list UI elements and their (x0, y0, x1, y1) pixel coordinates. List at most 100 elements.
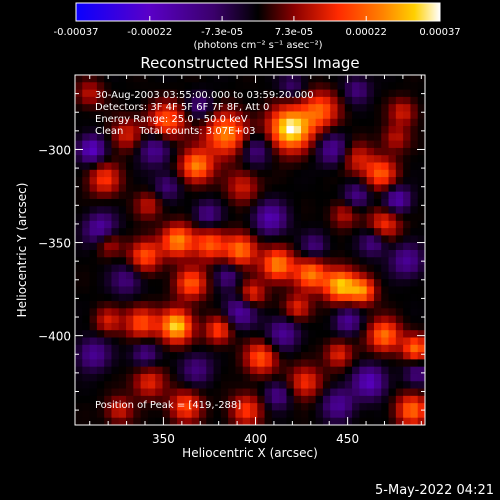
heatmap-pixel (126, 206, 134, 214)
heatmap-pixel (104, 191, 112, 200)
heatmap-pixel (104, 322, 112, 331)
heatmap-pixel (177, 111, 185, 120)
heatmap-pixel (301, 315, 309, 324)
heatmap-pixel (162, 133, 171, 142)
heatmap-pixel (75, 191, 83, 200)
heatmap-pixel (286, 250, 295, 258)
heatmap-pixel (337, 111, 346, 120)
heatmap-pixel (242, 417, 251, 426)
heatmap-pixel (250, 352, 258, 360)
heatmap-pixel (155, 147, 163, 156)
heatmap-pixel (410, 264, 419, 273)
heatmap-pixel (322, 344, 331, 353)
heatmap-pixel (89, 366, 98, 375)
heatmap-pixel (162, 322, 171, 331)
heatmap-pixel (264, 118, 273, 127)
heatmap-pixel (330, 250, 338, 258)
heatmap-pixel (279, 250, 287, 258)
heatmap-pixel (169, 250, 178, 258)
heatmap-pixel (242, 373, 251, 382)
heatmap-pixel (410, 206, 419, 214)
heatmap-pixel (344, 250, 353, 258)
heatmap-pixel (322, 147, 331, 156)
heatmap-pixel (169, 235, 178, 244)
heatmap-pixel (191, 293, 200, 302)
heatmap-pixel (373, 257, 382, 265)
heatmap-pixel (352, 133, 360, 142)
heatmap-pixel (147, 126, 156, 134)
heatmap-pixel (403, 111, 411, 120)
heatmap-pixel (315, 271, 324, 280)
heatmap-pixel (381, 403, 389, 411)
heatmap-pixel (322, 359, 331, 368)
heatmap-pixel (235, 82, 244, 90)
heatmap-pixel (352, 366, 360, 375)
heatmap-pixel (373, 147, 382, 156)
heatmap-pixel (96, 359, 105, 368)
heatmap-pixel (177, 133, 185, 142)
heatmap-pixel (126, 264, 134, 273)
heatmap-pixel (220, 213, 229, 222)
heatmap-pixel (366, 96, 375, 105)
heatmap-pixel (133, 359, 142, 368)
heatmap-pixel (359, 133, 368, 142)
heatmap-pixel (89, 257, 98, 265)
heatmap-pixel (126, 89, 134, 98)
heatmap-pixel (373, 264, 382, 273)
heatmap-pixel (330, 198, 338, 207)
heatmap-pixel (359, 286, 368, 295)
x-axis-label: Heliocentric X (arcsec) (182, 446, 318, 460)
heatmap-pixel (220, 140, 229, 149)
heatmap-pixel (89, 220, 98, 229)
heatmap-pixel (133, 410, 142, 419)
heatmap-pixel (315, 155, 324, 163)
heatmap-pixel (111, 293, 120, 302)
heatmap-pixel (162, 388, 171, 397)
heatmap-pixel (111, 213, 120, 222)
heatmap-pixel (330, 162, 338, 171)
heatmap-pixel (242, 395, 251, 404)
heatmap-pixel (147, 264, 156, 273)
heatmap-pixel (352, 352, 360, 360)
heatmap-pixel (228, 96, 236, 105)
heatmap-pixel (213, 315, 222, 324)
x-tick-label: 350 (152, 432, 175, 446)
heatmap-pixel (293, 89, 302, 98)
heatmap-pixel (344, 330, 353, 338)
heatmap-pixel (417, 169, 426, 178)
heatmap-pixel (308, 206, 317, 214)
heatmap-pixel (381, 242, 389, 251)
heatmap-pixel (184, 133, 193, 142)
heatmap-pixel (169, 279, 178, 287)
heatmap-pixel (417, 133, 426, 142)
heatmap-pixel (337, 388, 346, 397)
heatmap-pixel (381, 133, 389, 142)
heatmap-pixel (403, 206, 411, 214)
heatmap-pixel (410, 315, 419, 324)
heatmap-pixel (250, 373, 258, 382)
heatmap-pixel (242, 220, 251, 229)
heatmap-pixel (191, 191, 200, 200)
heatmap-pixel (242, 75, 251, 83)
heatmap-pixel (177, 330, 185, 338)
heatmap-pixel (257, 242, 265, 251)
heatmap-pixel (82, 366, 90, 375)
heatmap-pixel (344, 257, 353, 265)
heatmap-pixel (104, 177, 112, 185)
heatmap-pixel (381, 271, 389, 280)
heatmap-pixel (359, 89, 368, 98)
heatmap-pixel (140, 242, 149, 251)
heatmap-pixel (373, 169, 382, 178)
heatmap-pixel (373, 352, 382, 360)
heatmap-pixel (315, 366, 324, 375)
heatmap-pixel (373, 293, 382, 302)
heatmap-pixel (140, 352, 149, 360)
heatmap-pixel (147, 104, 156, 112)
heatmap-pixel (184, 250, 193, 258)
heatmap-pixel (169, 96, 178, 105)
heatmap-pixel (213, 133, 222, 142)
heatmap-pixel (308, 169, 317, 178)
heatmap-pixel (198, 315, 207, 324)
heatmap-pixel (228, 410, 236, 419)
colorbar-ticks: -0.00037 -0.00022 -7.3e-05 7.3e-05 0.00022 0.… (54, 16, 461, 38)
